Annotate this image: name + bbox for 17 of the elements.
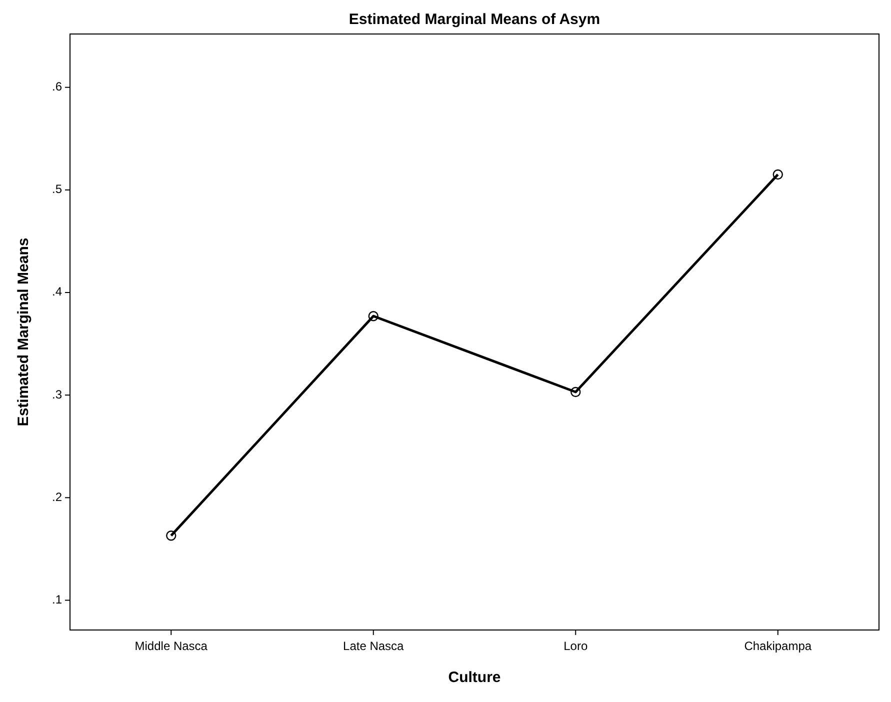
y-tick-label: .6 bbox=[52, 80, 62, 94]
point bbox=[772, 169, 783, 180]
y-tick-label: .1 bbox=[52, 592, 62, 606]
x-axis-title: Culture bbox=[448, 669, 501, 686]
y-axis-title: Estimated Marginal Means bbox=[15, 238, 32, 426]
chart-title: Estimated Marginal Means of Asym bbox=[348, 10, 600, 28]
point bbox=[368, 311, 378, 322]
y-tick-label: .2 bbox=[52, 490, 62, 504]
y-tick-label: .3 bbox=[52, 387, 62, 402]
x-tick-label: Loro bbox=[564, 639, 588, 653]
y-tick-label: .4 bbox=[52, 284, 62, 299]
y-tick-label: .5 bbox=[52, 182, 62, 196]
point bbox=[166, 530, 176, 541]
x-tick-label: Middle Nasca bbox=[134, 639, 208, 653]
x-tick-label: Chakipampa bbox=[744, 639, 812, 653]
x-tick-label: Late Nasca bbox=[343, 639, 404, 653]
point bbox=[570, 386, 581, 398]
